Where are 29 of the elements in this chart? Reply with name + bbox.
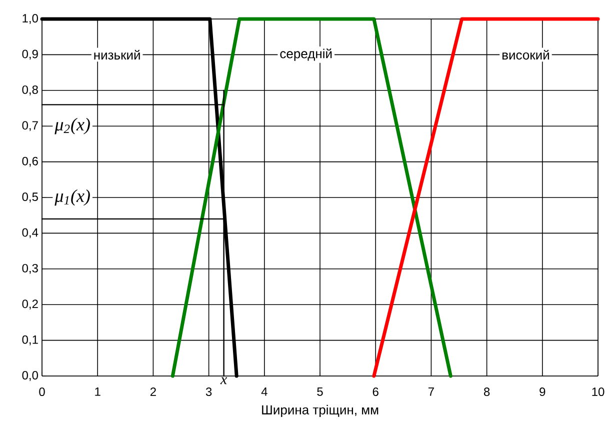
y-tick-label: 0,5 (22, 192, 38, 202)
x-axis-title: Ширина тріщин, мм (262, 404, 378, 418)
x-tick-label: 9 (540, 388, 546, 396)
y-tick-label: 0,2 (22, 300, 38, 310)
x-tick-label: 2 (150, 388, 156, 396)
x-tick-label: 6 (372, 388, 378, 396)
x-tick-label: 5 (317, 388, 323, 396)
y-tick-label: 0,8 (22, 85, 38, 96)
y-tick-label: 0,4 (22, 228, 38, 238)
annotation: високий (502, 50, 549, 60)
y-tick-label: 0,6 (22, 156, 38, 167)
annotation: середній (280, 48, 332, 61)
x-tick-label: 7 (428, 388, 434, 396)
annotation: низький (94, 50, 140, 60)
x-tick-label: 0 (39, 388, 45, 396)
y-tick-label: 0,3 (22, 264, 38, 274)
x-tick-label: 3 (206, 388, 212, 396)
y-tick-label: 0,0 (22, 371, 38, 381)
x-tick-label: 8 (484, 388, 490, 396)
y-tick-label: 0,1 (22, 335, 38, 346)
x-tick-label: 4 (261, 388, 268, 396)
y-tick-label: 0,7 (22, 121, 38, 132)
x-tick-label: 1 (95, 388, 100, 396)
y-tick-label: 0,9 (22, 50, 38, 60)
y-tick-label: 1,0 (22, 14, 38, 24)
annotation: μ$_{2}$(x) (54, 118, 90, 134)
x-tick-label: 10 (592, 388, 604, 396)
annotation: x (220, 377, 228, 384)
annotation: μ$_{1}$(x) (54, 189, 90, 206)
